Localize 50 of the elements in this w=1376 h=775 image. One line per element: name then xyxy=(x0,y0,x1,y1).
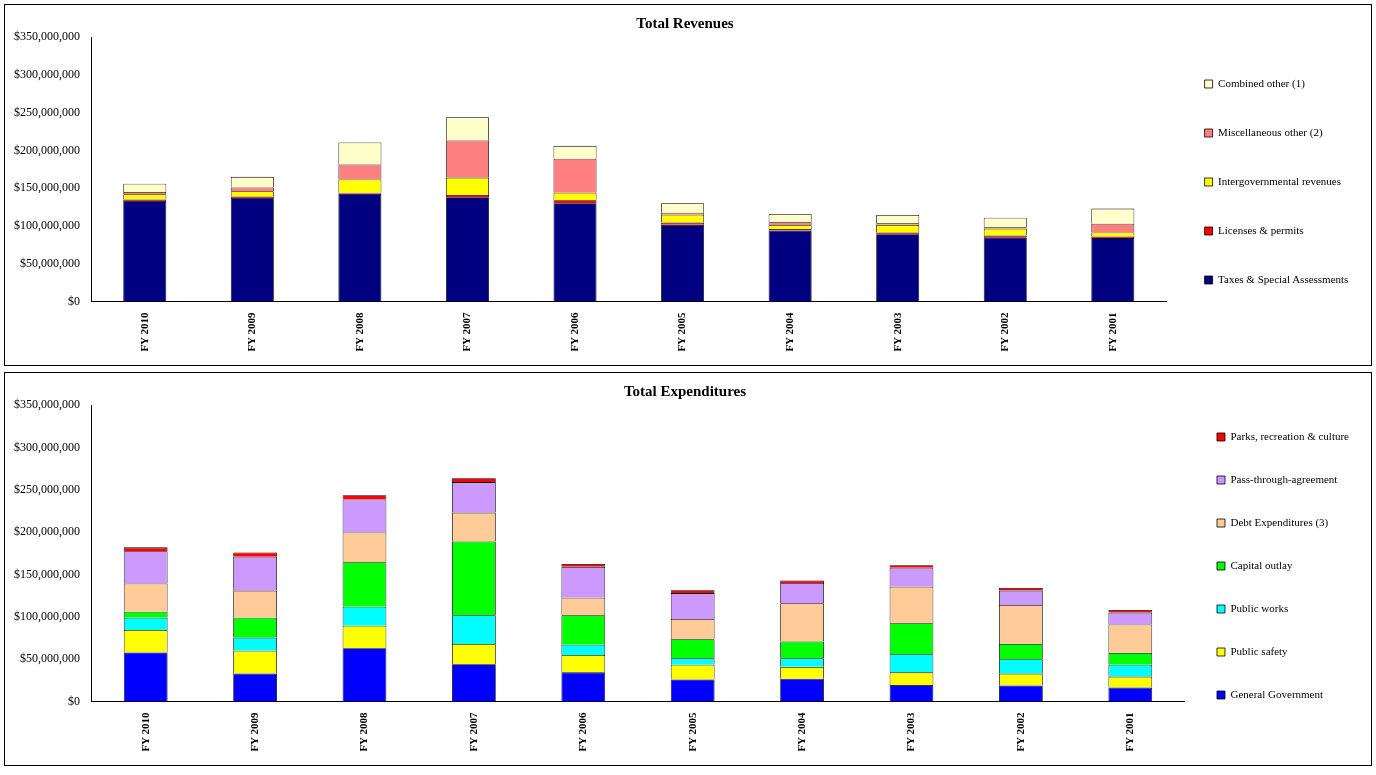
y-tick-label: $150,000,000 xyxy=(14,180,80,195)
legend-label: Taxes & Special Assessments xyxy=(1218,272,1349,285)
x-tick-label: FY 2006 xyxy=(567,312,580,352)
x-tick-label: FY 2001 xyxy=(1123,712,1136,752)
x-tick-label: FY 2006 xyxy=(576,712,589,752)
x-tick-label: FY 2007 xyxy=(466,712,479,752)
legend-label: Public safety xyxy=(1230,644,1289,657)
y-tick-label: $250,000,000 xyxy=(14,104,80,119)
x-tick-label: FY 2002 xyxy=(998,312,1011,352)
x-tick-label: FY 2010 xyxy=(137,312,150,352)
legend-label: Public works xyxy=(1230,601,1289,614)
legend-label: Combined other (1) xyxy=(1218,76,1306,90)
legend-label: Licenses & permits xyxy=(1218,223,1304,236)
legend-label: Parks, recreation & culture xyxy=(1230,429,1350,442)
y-tick-label: $150,000,000 xyxy=(14,566,80,581)
y-tick-label: $200,000,000 xyxy=(14,142,80,157)
x-tick-label: FY 2002 xyxy=(1013,712,1026,752)
x-tick-label: FY 2008 xyxy=(352,312,365,352)
x-tick-label: FY 2008 xyxy=(357,712,370,752)
legend-label: Intergovernmental revenues xyxy=(1218,174,1341,187)
y-tick-label: $300,000,000 xyxy=(14,66,80,81)
legend-label: Miscellaneous other (2) xyxy=(1218,125,1323,139)
x-tick-label: FY 2001 xyxy=(1105,312,1118,352)
x-tick-label: FY 2005 xyxy=(675,312,688,352)
chart-title: Total Revenues xyxy=(636,14,734,31)
y-tick-label: $350,000,000 xyxy=(14,397,80,412)
y-tick-label: $0 xyxy=(68,693,80,708)
legend-label: General Government xyxy=(1230,687,1324,700)
y-tick-label: $100,000,000 xyxy=(14,609,80,623)
x-tick-label: FY 2009 xyxy=(247,712,260,752)
y-tick-label: $300,000,000 xyxy=(14,439,80,454)
x-tick-label: FY 2004 xyxy=(794,712,807,752)
y-tick-label: $250,000,000 xyxy=(14,481,80,496)
x-tick-label: FY 2003 xyxy=(904,712,917,752)
y-tick-label: $0 xyxy=(68,293,80,308)
x-tick-label: FY 2010 xyxy=(138,712,151,752)
y-tick-label: $200,000,000 xyxy=(14,524,80,539)
chart-title: Total Expenditures xyxy=(623,382,747,399)
y-tick-label: $350,000,000 xyxy=(14,29,80,44)
legend-label: Debt Expenditures (3) xyxy=(1230,515,1329,529)
x-tick-label: FY 2009 xyxy=(245,312,258,352)
x-tick-label: FY 2004 xyxy=(782,312,795,352)
y-tick-label: $50,000,000 xyxy=(20,651,80,666)
legend-label: Pass-through-agreement xyxy=(1230,472,1338,485)
x-tick-label: FY 2003 xyxy=(890,312,903,352)
x-tick-label: FY 2007 xyxy=(460,312,473,352)
legend-label: Capital outlay xyxy=(1230,558,1294,571)
y-tick-label: $100,000,000 xyxy=(14,218,80,233)
x-tick-label: FY 2005 xyxy=(685,712,698,752)
y-tick-label: $50,000,000 xyxy=(20,255,80,270)
